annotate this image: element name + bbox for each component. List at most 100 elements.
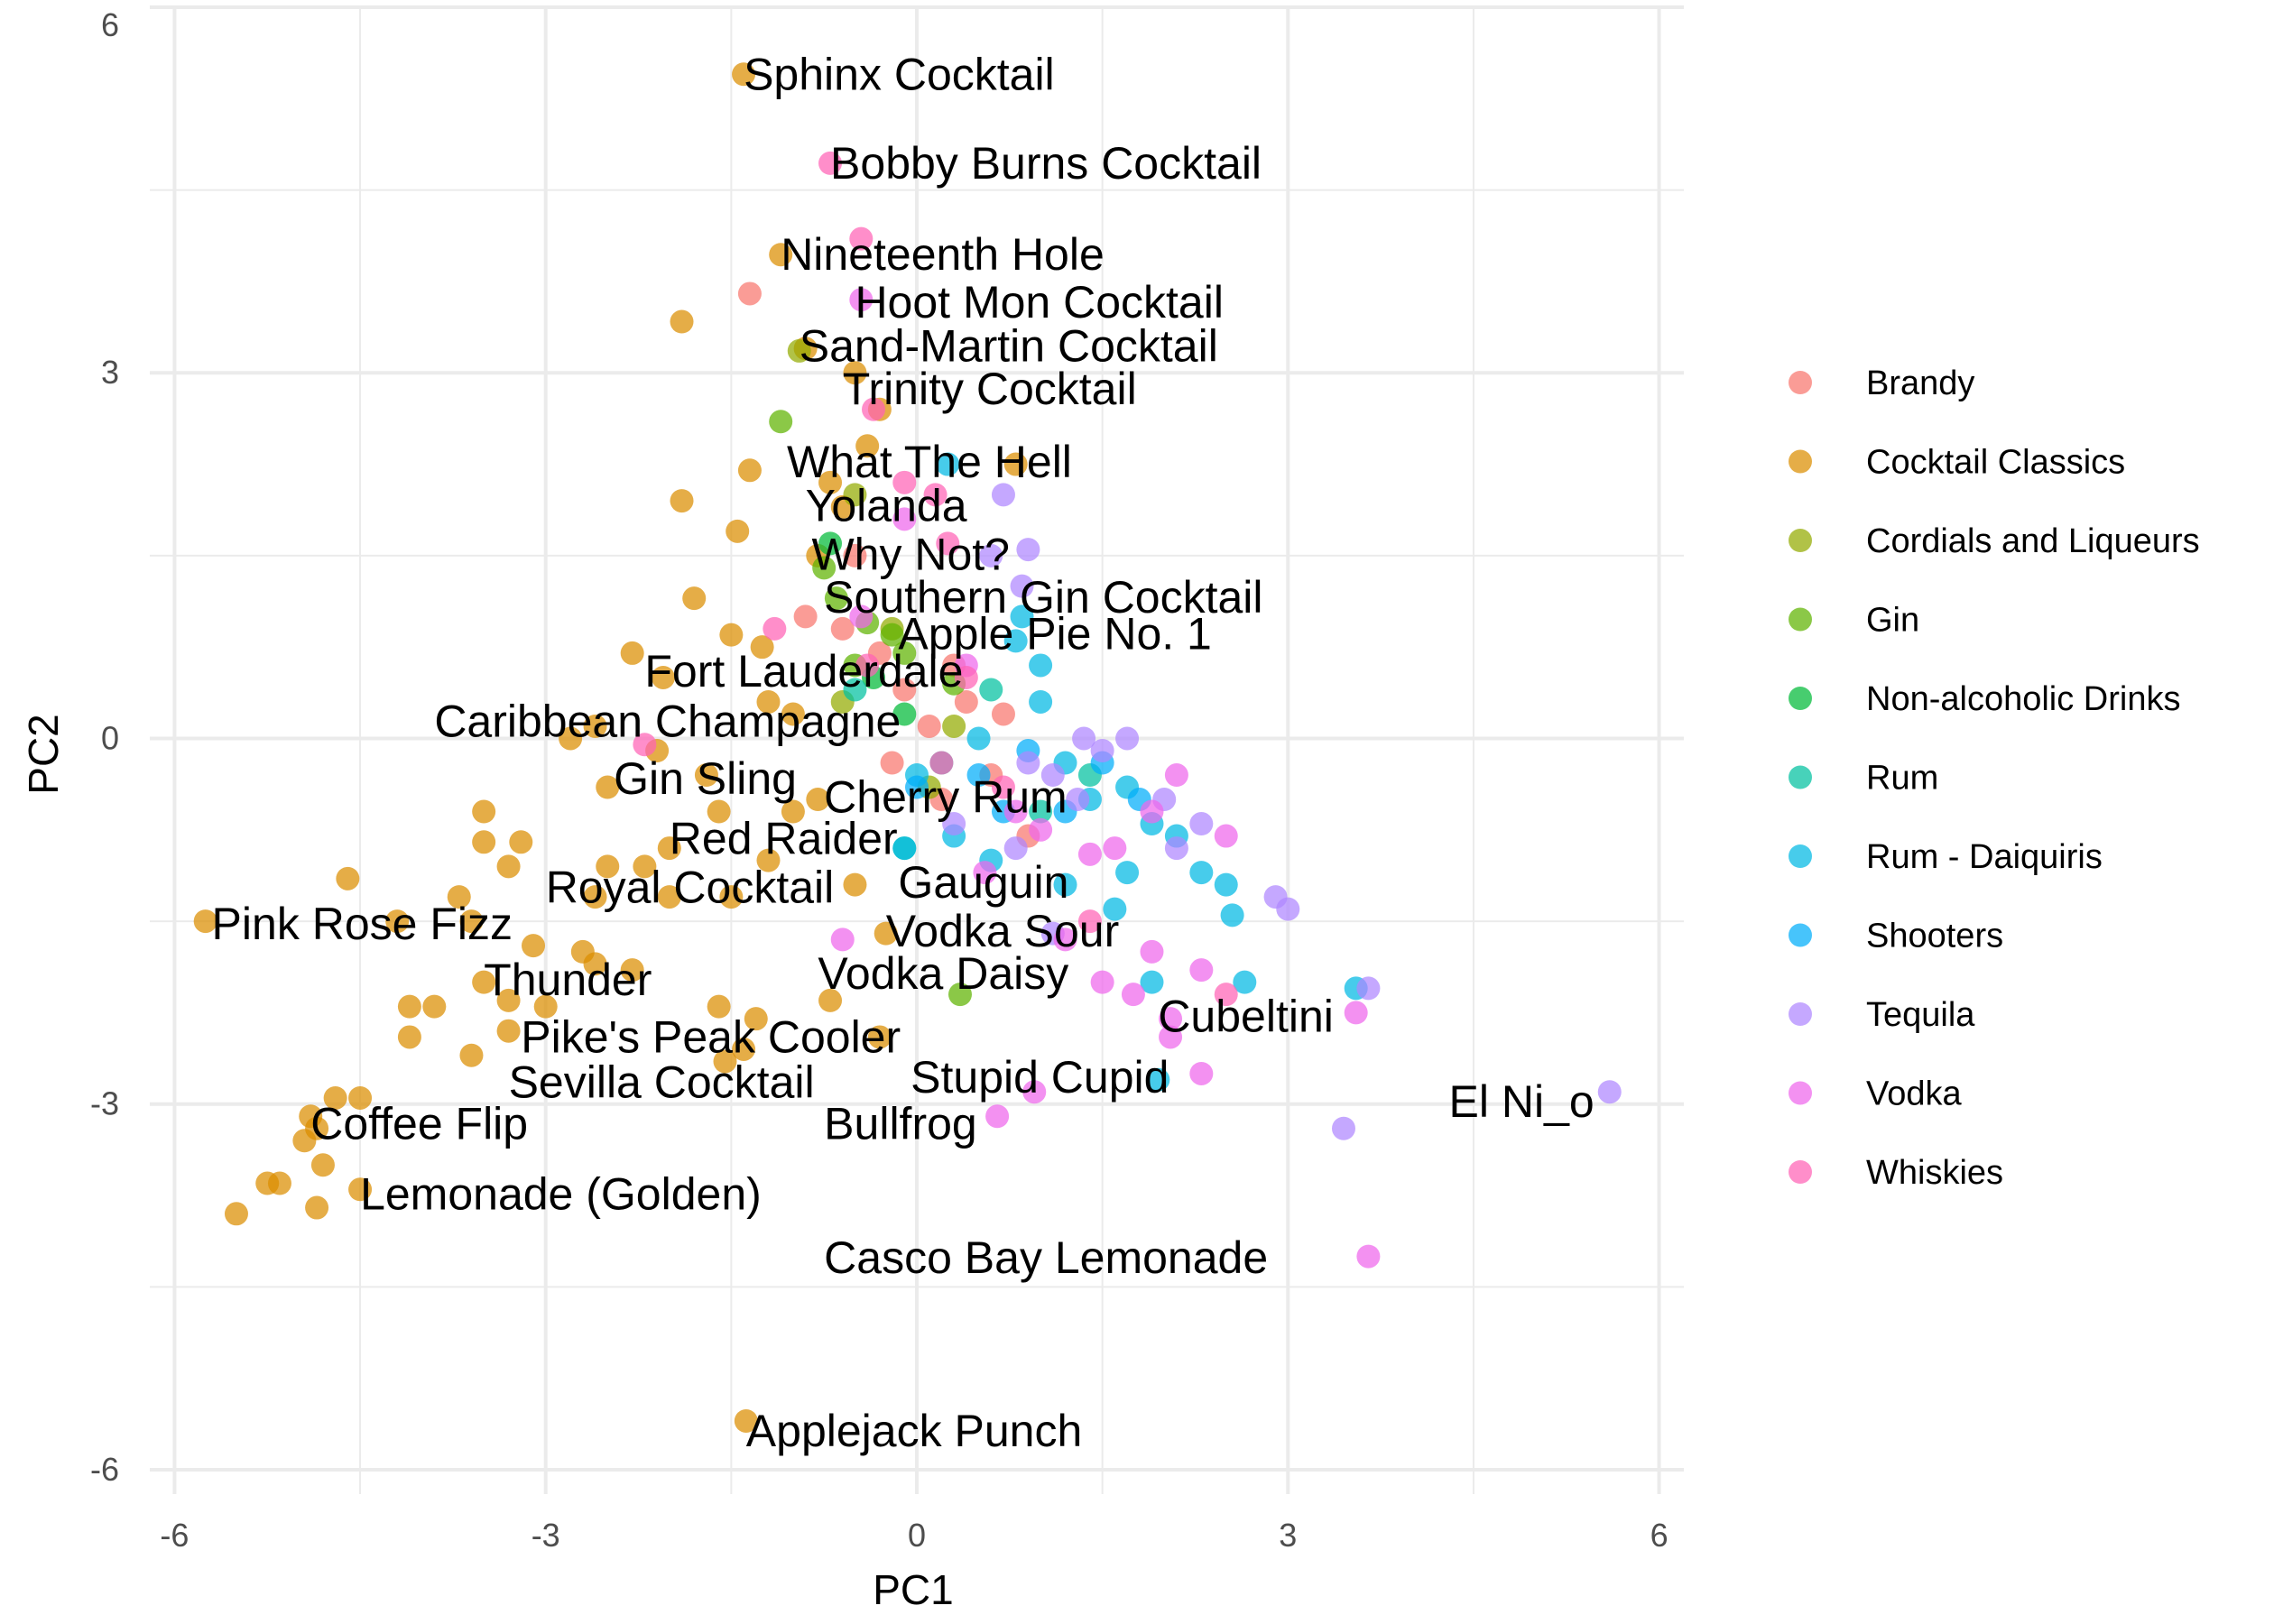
point-cocktail-classics xyxy=(305,1195,329,1220)
legend-label: Non-alcoholic Drinks xyxy=(1866,680,2180,718)
legend-key xyxy=(1789,449,1812,474)
point-cocktail-classics xyxy=(1003,452,1028,476)
point-vodka xyxy=(1029,817,1053,842)
point-vodka xyxy=(830,927,855,952)
point-cocktail-classics xyxy=(348,1177,373,1202)
legend-key xyxy=(1789,1160,1812,1184)
point-non-alcoholic-drinks xyxy=(892,702,917,726)
point-vodka xyxy=(849,604,874,629)
point-cocktail-classics xyxy=(596,775,620,799)
point-cocktail-classics xyxy=(509,830,533,854)
point-cocktail-classics xyxy=(657,836,681,861)
point-vodka xyxy=(973,861,997,885)
point-gin xyxy=(892,641,917,665)
point-label: Casco Bay Lemonade xyxy=(824,1232,1268,1283)
point-cocktail-classics xyxy=(734,1408,758,1433)
point-cocktail-classics xyxy=(670,309,694,334)
point-vodka xyxy=(892,507,917,531)
point-cocktail-classics xyxy=(843,361,867,385)
point-label: Coffee Flip xyxy=(310,1098,528,1149)
point-cocktail-classics xyxy=(707,799,731,824)
x-tick-label: -3 xyxy=(532,1517,560,1554)
point-cocktail-classics xyxy=(855,434,880,458)
point-cocktail-classics xyxy=(670,489,694,513)
point-cocktail-classics xyxy=(323,1085,347,1110)
point-rum-daiquiris xyxy=(1029,689,1053,714)
point-label: Caribbean Champagne xyxy=(434,697,901,747)
point-tequila xyxy=(1597,1080,1622,1104)
point-label: Stupid Cupid xyxy=(911,1052,1169,1103)
point-vodka xyxy=(1140,939,1164,964)
point-tequila xyxy=(1164,836,1188,861)
point-whiskies xyxy=(954,665,978,689)
data-points xyxy=(193,62,1622,1433)
y-axis-ticks: -6 -3 0 3 6 xyxy=(90,6,119,1488)
x-tick-label: 6 xyxy=(1650,1517,1669,1554)
point-cocktail-classics xyxy=(472,799,496,824)
point-tequila xyxy=(1066,788,1090,812)
point-cocktail-classics xyxy=(310,1153,335,1177)
point-label: Red Raider xyxy=(670,813,898,863)
point-labels: Sphinx Cocktail Bobby Burns Cocktail Ninet… xyxy=(212,49,1595,1455)
point-whiskies xyxy=(633,733,657,757)
legend-label: Tequila xyxy=(1866,996,1975,1034)
point-cocktail-classics xyxy=(348,1085,373,1110)
legend-key xyxy=(1789,529,1812,552)
point-label: Yolanda xyxy=(806,480,967,531)
point-label: Applejack Punch xyxy=(746,1406,1082,1456)
point-vodka xyxy=(1090,970,1114,994)
point-whiskies xyxy=(1077,909,1102,934)
point-cocktail-classics xyxy=(522,934,545,958)
x-tick-label: 0 xyxy=(908,1517,926,1554)
point-label: El Ni_o xyxy=(1449,1076,1595,1127)
point-label: Southern Gin Cocktail xyxy=(824,572,1262,623)
point-label: Bobby Burns Cocktail xyxy=(830,138,1262,189)
point-cocktail-classics xyxy=(818,988,843,1012)
point-cocktail-classics xyxy=(867,1025,892,1049)
point-cocktail-classics xyxy=(756,689,781,714)
point-whiskies xyxy=(936,531,960,556)
point-cocktail-classics xyxy=(682,586,707,611)
grid-lines xyxy=(150,5,1684,1494)
point-cocktail-classics xyxy=(732,1037,756,1061)
legend-key xyxy=(1789,923,1812,947)
point-whiskies xyxy=(1214,983,1238,1007)
point-label: Lemonade (Golden) xyxy=(360,1169,762,1220)
point-cocktail-classics xyxy=(472,970,496,994)
point-label: What The Hell xyxy=(787,437,1072,487)
point-vodka xyxy=(1103,836,1127,861)
point-rum-daiquiris xyxy=(1140,970,1164,994)
point-label: Fort Lauderdale xyxy=(644,646,963,697)
point-cocktail-classics xyxy=(267,1171,291,1195)
point-cocktail-classics xyxy=(496,988,521,1012)
point-brandy xyxy=(737,281,762,306)
point-rum-daiquiris xyxy=(1214,872,1238,897)
point-cocktail-classics xyxy=(596,854,620,879)
point-cocktail-classics xyxy=(533,994,558,1019)
point-tequila xyxy=(1016,751,1040,775)
point-cocktail-classics xyxy=(193,909,217,934)
x-axis-title: PC1 xyxy=(873,1566,953,1613)
point-tequila xyxy=(1356,976,1381,1001)
point-gin xyxy=(769,410,793,434)
point-shooters xyxy=(966,763,991,788)
point-cocktail-classics xyxy=(732,62,756,87)
point-cocktail-classics xyxy=(397,994,421,1019)
point-vodka xyxy=(1356,1244,1381,1269)
point-vodka xyxy=(1189,958,1214,983)
point-tequila xyxy=(1072,726,1096,751)
x-tick-label: 3 xyxy=(1279,1517,1297,1554)
legend-label: Whiskies xyxy=(1866,1154,2003,1192)
legend-label: Brandy xyxy=(1866,364,1974,402)
y-tick-label: -6 xyxy=(90,1451,119,1488)
legend-key xyxy=(1789,371,1812,394)
point-rum xyxy=(1029,799,1053,824)
point-cocktail-classics xyxy=(694,763,718,788)
point-label: Thunder xyxy=(484,955,652,1005)
point-whiskies xyxy=(818,151,843,175)
point-cocktail-classics xyxy=(472,830,496,854)
legend-key xyxy=(1789,1002,1812,1026)
point-whiskies xyxy=(923,483,948,507)
point-cocktail-classics xyxy=(633,854,657,879)
point-tequila xyxy=(1115,726,1140,751)
